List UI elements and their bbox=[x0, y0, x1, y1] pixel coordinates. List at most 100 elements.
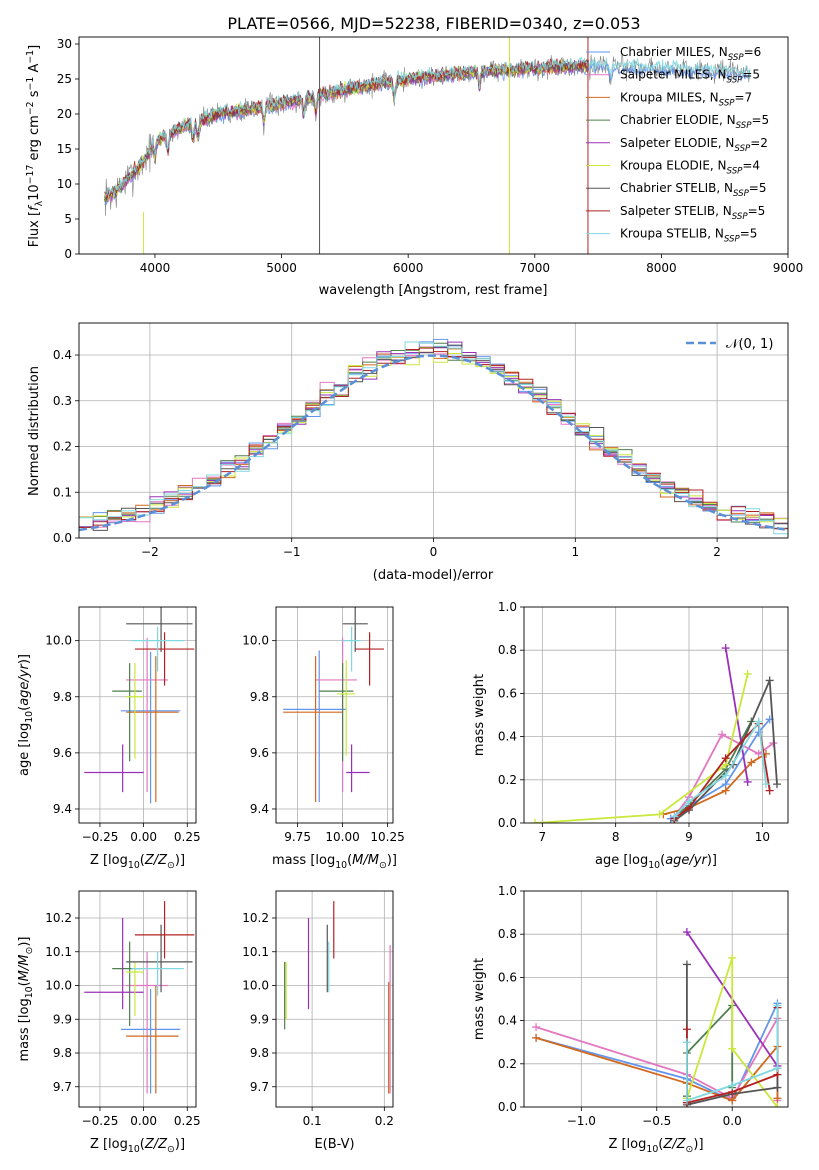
tick-label-y: 0.3 bbox=[53, 394, 72, 408]
panels: 4000 5000 6000 7000 8000 9000051015202530Chab… bbox=[17, 36, 804, 1155]
plot-area bbox=[79, 323, 788, 538]
tick-label-y: 30 bbox=[57, 37, 72, 51]
tick-label-y: 10.0 bbox=[45, 979, 72, 993]
legend-entry: Salpeter ELODIE, NSSP=2 bbox=[620, 136, 768, 154]
tick-label-x: 9000 bbox=[773, 261, 804, 275]
tick-label-x: 10.00 bbox=[325, 830, 359, 844]
tick-label-y: 0.2 bbox=[53, 440, 72, 454]
axes-frame bbox=[78, 890, 197, 1108]
plot-area bbox=[276, 607, 393, 823]
x-axis-label: E(B-V) bbox=[314, 1137, 354, 1152]
axes-frame bbox=[523, 890, 789, 1108]
tick-label-y: 9.9 bbox=[53, 1012, 72, 1026]
tick-label-x: 9 bbox=[685, 830, 693, 844]
panel-spectrum: 4000 5000 6000 7000 8000 9000 0 5 10 15 20 25 30 Chab… bbox=[25, 36, 804, 298]
legend-entry: Kroupa STELIB, NSSP=5 bbox=[620, 227, 757, 245]
tick-label-y: 10.0 bbox=[242, 634, 269, 648]
marker-kroupa_miles bbox=[773, 1094, 782, 1103]
marker-salpeter_elodie bbox=[721, 644, 730, 653]
plot-area bbox=[524, 607, 788, 823]
tick-label-x: 7 bbox=[539, 830, 547, 844]
marker-kroupa_stelib bbox=[773, 1001, 782, 1010]
tick-label-y: 0.0 bbox=[498, 1100, 517, 1114]
tick-label-y: 0 bbox=[64, 247, 72, 261]
marker-chabrier_stelib bbox=[765, 676, 774, 685]
tick-label-y: 0.6 bbox=[498, 686, 517, 700]
marker-kroupa_stelib bbox=[721, 771, 730, 780]
marker-salpeter_stelib bbox=[721, 754, 730, 763]
tick-label-y: 25 bbox=[57, 72, 72, 86]
marker-kroupa_stelib bbox=[682, 1038, 691, 1047]
legend-entry: Chabrier STELIB, NSSP=5 bbox=[620, 181, 767, 199]
tick-label-x: 0.1 bbox=[303, 1114, 322, 1128]
marker-kroupa_stelib bbox=[685, 797, 693, 806]
marker-kroupa_stelib bbox=[754, 717, 763, 726]
marker-kroupa_miles bbox=[747, 758, 756, 767]
figure-title: PLATE=0566, MJD=52238, FIBERID=0340, z=0… bbox=[227, 14, 640, 33]
panel-weight_vs_age: 7 8 9 10 0.0 0.2 0.4 0.6 0.8 1.0 age [log10(age/yr… bbox=[472, 600, 789, 871]
axes-frame bbox=[275, 606, 394, 824]
tick-label-x: 9.75 bbox=[284, 830, 311, 844]
tick-label-y: 9.8 bbox=[53, 1046, 72, 1060]
tick-label-y: 0.8 bbox=[498, 643, 517, 657]
tick-label-y: 1.0 bbox=[498, 600, 517, 614]
plot-area bbox=[276, 891, 393, 1107]
tick-label-y: 0.4 bbox=[498, 1014, 517, 1028]
axes-frame bbox=[275, 890, 394, 1108]
x-axis-label: Z [log10(Z/Z⊙)] bbox=[90, 853, 185, 871]
marker-salpeter_stelib bbox=[682, 1025, 691, 1034]
tick-label-y: 9.8 bbox=[250, 1046, 269, 1060]
tick-label-x: 6000 bbox=[393, 261, 424, 275]
marker-kroupa_stelib bbox=[773, 1064, 782, 1073]
tick-label-y: 10.1 bbox=[45, 945, 72, 959]
marker-kroupa_miles bbox=[532, 1033, 541, 1042]
tick-label-y: 0.4 bbox=[498, 730, 517, 744]
axes-frame bbox=[78, 606, 197, 824]
plot-area bbox=[79, 607, 196, 823]
tick-label-y: 9.7 bbox=[53, 1080, 72, 1094]
tick-label-y: 9.8 bbox=[53, 690, 72, 704]
y-axis-label: mass weight bbox=[472, 958, 487, 1040]
panel-age_vs_mass: 9.75 10.00 10.25 9.4 9.6 9.8 10.0 mass [log10(M… bbox=[242, 606, 405, 871]
axes-frame bbox=[78, 36, 789, 255]
x-axis-label: Z [log10(Z/Z⊙)] bbox=[608, 1137, 703, 1155]
series-line-salpeter_elodie bbox=[724, 647, 749, 783]
legend-entry: Kroupa MILES, NSSP=7 bbox=[620, 90, 752, 108]
tick-label-y: 0.2 bbox=[498, 1057, 517, 1071]
tick-label-x: 0 bbox=[430, 545, 438, 559]
marker-kroupa_elodie bbox=[773, 1103, 782, 1107]
tick-label-y: 10.0 bbox=[45, 634, 72, 648]
tick-label-y: 10.2 bbox=[45, 911, 72, 925]
marker-kroupa_elodie bbox=[655, 810, 664, 819]
tick-label-x: 8 bbox=[612, 830, 620, 844]
tick-label-x: 4000 bbox=[140, 261, 171, 275]
tick-label-y: 20 bbox=[57, 107, 72, 121]
legend-entry: Chabrier ELODIE, NSSP=5 bbox=[620, 113, 769, 131]
marker-kroupa_elodie bbox=[743, 669, 752, 678]
legend-entry: Chabrier MILES, NSSP=6 bbox=[620, 45, 761, 63]
panel-age_vs_Z: −0.25 0.00 0.25 9.4 9.6 9.8 10.0 Z [log10(Z/Z⊙)… bbox=[17, 606, 201, 871]
x-axis-label: mass [log10(M/M⊙)] bbox=[272, 853, 397, 871]
tick-label-y: 9.6 bbox=[250, 746, 269, 760]
tick-label-x: 0.00 bbox=[130, 1114, 157, 1128]
panel-mass_vs_ebv: 0.1 0.2 9.7 9.8 9.9 10.0 10.1 10.2 E(B-V) bbox=[242, 890, 394, 1152]
tick-label-y: 5 bbox=[64, 212, 72, 226]
tick-label-x: 8000 bbox=[646, 261, 677, 275]
tick-label-x: −1.0 bbox=[567, 1114, 596, 1128]
tick-label-y: 9.4 bbox=[250, 802, 269, 816]
model-kroupa_stelib bbox=[103, 56, 751, 198]
tick-label-y: 0.0 bbox=[498, 816, 517, 830]
x-axis-label: Z [log10(Z/Z⊙)] bbox=[90, 1137, 185, 1155]
tick-label-x: 0.0 bbox=[723, 1114, 742, 1128]
marker-kroupa_elodie bbox=[728, 953, 737, 962]
tick-label-x: 0.25 bbox=[174, 830, 201, 844]
y-axis-label: age [log10(age/yr)] bbox=[17, 654, 35, 776]
panel-weight_vs_Z: −1.0 −0.5 0.0 0.0 0.2 0.4 0.6 0.8 1.0 Z [log10(Z/… bbox=[472, 884, 789, 1155]
axes-frame bbox=[523, 606, 789, 824]
marker-chabrier_stelib bbox=[682, 960, 691, 969]
tick-label-y: 9.7 bbox=[250, 1080, 269, 1094]
tick-label-y: 10.2 bbox=[242, 911, 269, 925]
y-axis-label: mass [log10(M/M⊙)] bbox=[17, 937, 35, 1062]
marker-salpeter_elodie bbox=[682, 928, 691, 937]
